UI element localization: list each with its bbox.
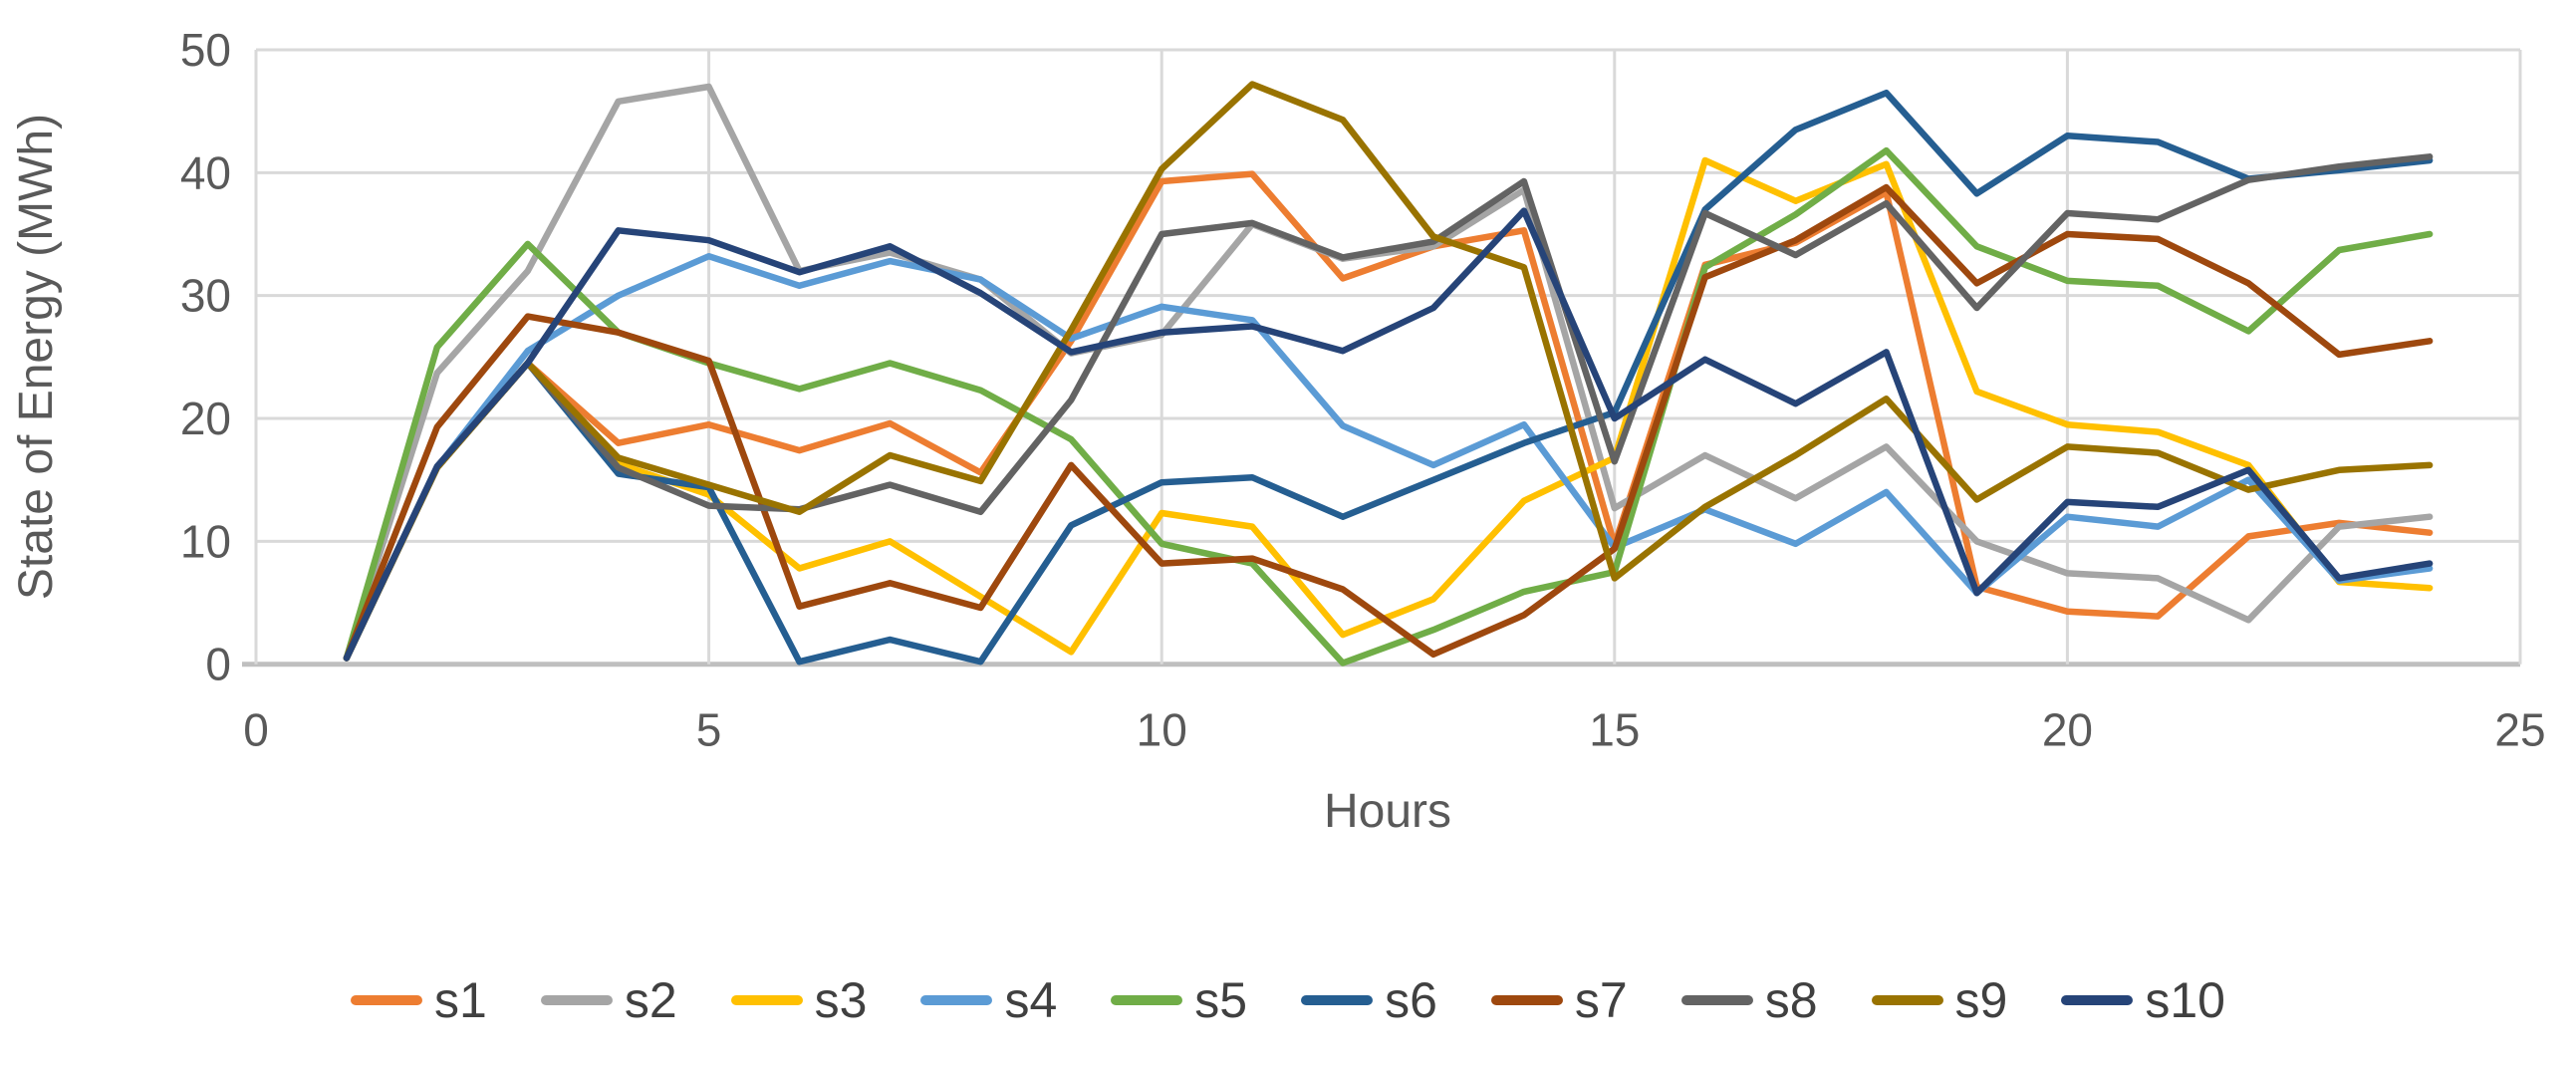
y-axis-title: State of Energy (MWh): [10, 114, 63, 600]
legend-swatch-s9: [1871, 995, 1943, 1005]
legend-label-s3: s3: [814, 972, 868, 1028]
legend-swatch-s10: [2061, 995, 2134, 1005]
legend-swatch-s6: [1301, 995, 1374, 1005]
chart-legend: s1 s2 s3 s4 s5 s6 s7 s8 s9 s10: [0, 971, 2576, 1029]
legend-label-s6: s6: [1385, 972, 1437, 1028]
legend-label-s1: s1: [434, 972, 487, 1028]
legend-swatch-s1: [351, 995, 423, 1005]
legend-item-s10[interactable]: s10: [2061, 971, 2225, 1029]
legend-item-s3[interactable]: s3: [730, 971, 868, 1029]
legend-item-s1[interactable]: s1: [351, 971, 487, 1029]
legend-label-s10: s10: [2145, 972, 2225, 1028]
series-line-s9: [343, 81, 2434, 662]
y-tick-label-20: 20: [180, 393, 231, 444]
legend-swatch-s5: [1111, 995, 1183, 1005]
x-tick-label-10: 10: [1137, 704, 1187, 756]
x-tick-label-15: 15: [1589, 704, 1640, 756]
y-axis-tick-labels: 0 10 20 30 40 50: [180, 24, 231, 690]
series-line-s7: [343, 183, 2434, 662]
legend-label-s8: s8: [1764, 972, 1818, 1028]
series-line-s5: [343, 146, 2434, 667]
legend-swatch-s4: [920, 995, 993, 1005]
x-axis-title: Hours: [1324, 785, 1451, 838]
legend-label-s4: s4: [1004, 972, 1058, 1028]
legend-swatch-s3: [730, 995, 803, 1005]
legend-swatch-s7: [1490, 995, 1563, 1005]
legend-item-s5[interactable]: s5: [1111, 971, 1247, 1029]
series-line-s10: [343, 207, 2434, 662]
legend-label-s2: s2: [624, 972, 677, 1028]
legend-item-s8[interactable]: s8: [1680, 971, 1818, 1029]
y-tick-label-50: 50: [180, 24, 231, 76]
legend-item-s6[interactable]: s6: [1301, 971, 1437, 1029]
legend-swatch-s8: [1680, 995, 1753, 1005]
series-line-s4: [343, 252, 2434, 662]
legend-item-s2[interactable]: s2: [540, 971, 677, 1029]
legend-item-s7[interactable]: s7: [1490, 971, 1628, 1029]
y-tick-label-40: 40: [180, 146, 231, 198]
y-tick-label-0: 0: [205, 639, 231, 690]
legend-item-s9[interactable]: s9: [1871, 971, 2008, 1029]
legend-label-s9: s9: [1954, 972, 2008, 1028]
x-tick-label-0: 0: [243, 704, 269, 756]
series-line-s1: [343, 170, 2434, 662]
gridlines: [242, 48, 2522, 667]
series-lines: [343, 81, 2434, 667]
series-line-s8: [343, 153, 2434, 662]
y-tick-label-30: 30: [180, 270, 231, 322]
legend-label-s7: s7: [1574, 972, 1628, 1028]
legend-swatch-s2: [540, 995, 613, 1005]
y-tick-label-10: 10: [180, 515, 231, 567]
series-line-s3: [343, 156, 2434, 662]
x-axis-tick-labels: 0 5 10 15 20 25: [243, 704, 2545, 756]
x-tick-label-20: 20: [2042, 704, 2093, 756]
x-tick-label-25: 25: [2494, 704, 2545, 756]
x-tick-label-5: 5: [696, 704, 722, 756]
legend-label-s5: s5: [1194, 972, 1248, 1028]
series-line-s6: [343, 89, 2434, 666]
legend-item-s4[interactable]: s4: [920, 971, 1057, 1029]
